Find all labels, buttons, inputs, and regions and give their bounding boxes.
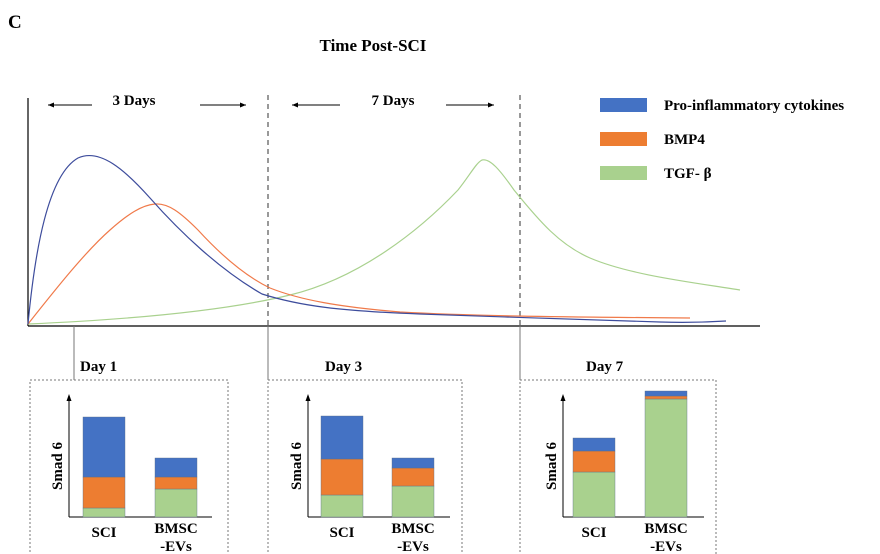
legend-label-bmp4: BMP4 (664, 132, 705, 148)
legend-label-tgf-beta: TGF- β (664, 166, 712, 182)
bar-label-bmsc-day3: BMSC (391, 521, 434, 537)
panel-box-day1 (29, 379, 229, 554)
legend: Pro-inflammatory cytokines BMP4 TGF- β (600, 98, 844, 182)
bars-day1 (82, 416, 198, 518)
arrow-left-head (48, 102, 54, 108)
legend-swatch-pro-inflammatory (600, 98, 647, 112)
curve-bmp4 (27, 203, 691, 325)
bar-segment-bmp4 (391, 467, 435, 487)
bar-segment-pro-inflammatory-cytokines (572, 437, 616, 452)
panel-day7: Day 7 Smad 6 SCI BMSC -EVs (519, 359, 717, 554)
bar-segment-bmp4 (154, 476, 198, 490)
bar-segment-pro-inflammatory-cytokines (391, 457, 435, 469)
panel-title-day3: Day 3 (325, 359, 362, 375)
bar-label-bmsc-day7: BMSC (644, 521, 687, 537)
legend-swatch-bmp4 (600, 132, 647, 146)
panel-y-arrow-day7 (560, 394, 566, 401)
bar-label-bmsc-day1: BMSC (154, 521, 197, 537)
panel-title-day1: Day 1 (80, 359, 117, 375)
bar-segment-bmp4 (572, 450, 616, 473)
arrow-right-head (488, 102, 494, 108)
panel-ylabel-day7: Smad 6 (544, 442, 560, 490)
bar-segment-bmp4 (320, 458, 364, 496)
period-label-3-days: 3 Days (113, 93, 156, 109)
bar-segment-tgf (644, 398, 688, 518)
bars-day7 (572, 390, 688, 518)
bar-segment-bmp4 (82, 476, 126, 509)
panel-box-day3 (267, 379, 463, 554)
arrow-left-head (292, 102, 298, 108)
bar-segment-pro-inflammatory-cytokines (82, 416, 126, 478)
period-label-7-days: 7 Days (372, 93, 415, 109)
bar-segment-bmp4 (644, 395, 688, 400)
panel-day3: Day 3 Smad 6 SCI BMSC -EVs (267, 359, 463, 554)
bar-segment-tgf (320, 494, 364, 518)
bar-segment-tgf (572, 471, 616, 518)
period-3-days: 3 Days (48, 93, 246, 109)
panel-ylabel-day3: Smad 6 (289, 442, 305, 490)
legend-swatch-tgf-beta (600, 166, 647, 180)
panel-y-arrow-day3 (305, 394, 311, 401)
panel-box-day7 (519, 379, 717, 554)
bar-segment-tgf (391, 485, 435, 518)
period-7-days: 7 Days (292, 93, 494, 109)
figure-title: Time Post-SCI (320, 36, 427, 55)
legend-label-pro-inflammatory: Pro-inflammatory cytokines (664, 98, 844, 114)
curve-pro-inflammatory (27, 155, 727, 325)
bar-segment-pro-inflammatory-cytokines (320, 415, 364, 460)
panel-letter: C (8, 12, 22, 33)
arrow-right-head (240, 102, 246, 108)
bar-segment-tgf (82, 507, 126, 518)
bar-label-sci-day1: SCI (91, 525, 116, 541)
bars-day3 (320, 415, 435, 518)
bar-label-sci-day3: SCI (329, 525, 354, 541)
bar-label-evs-day7: -EVs (650, 539, 682, 554)
curve-tgf-beta (27, 159, 741, 325)
bar-segment-pro-inflammatory-cytokines (644, 390, 688, 397)
bar-segment-tgf (154, 488, 198, 518)
bar-segment-pro-inflammatory-cytokines (154, 457, 198, 478)
panel-day1: Day 1 Smad 6 SCI BMSC -EVs (29, 359, 229, 554)
bar-label-evs-day3: -EVs (397, 539, 429, 554)
bar-label-evs-day1: -EVs (160, 539, 192, 554)
panel-ylabel-day1: Smad 6 (50, 442, 66, 490)
panel-y-arrow-day1 (66, 394, 72, 401)
bar-label-sci-day7: SCI (581, 525, 606, 541)
panel-title-day7: Day 7 (586, 359, 624, 375)
